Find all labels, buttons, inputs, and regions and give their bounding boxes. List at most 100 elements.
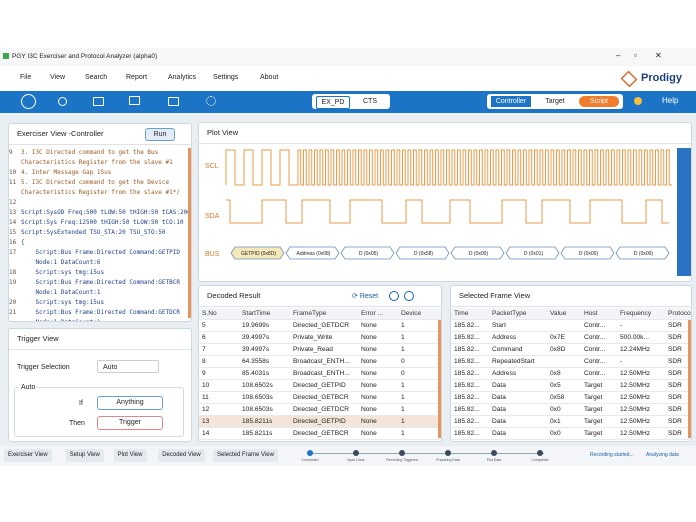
step-label: Connected (301, 458, 319, 462)
row[interactable]: 185.82... Data 0x58 Target 12.50MHz SDR (451, 391, 691, 404)
row[interactable]: 185.82... Data 0x0 Target 12.50MHz SDR (451, 403, 691, 416)
minimize[interactable]: – (616, 51, 621, 60)
frame-table: Time PacketType Value Host Frequency Protocol… (451, 308, 691, 440)
row[interactable]: 185.82... Address 0x8 Contr... 12.50MHz SDR (451, 367, 691, 380)
cell: Data (489, 379, 547, 392)
toolbar: EX_PD CTS Controller Target Script Help (0, 91, 696, 113)
menu-item[interactable]: About (260, 74, 279, 81)
menu-item[interactable]: Search (85, 74, 108, 81)
menu-item[interactable]: View (50, 74, 66, 81)
cell: Data (489, 427, 547, 440)
reset-button[interactable]: ⟳ Reset (352, 293, 379, 300)
folder-icon[interactable] (93, 97, 104, 106)
code-line: 13 Script:SysOD Freq:500 tLOW:50 tHIGH:50… (9, 208, 191, 218)
close[interactable]: ✕ (655, 51, 662, 60)
mode-button[interactable]: Script (579, 96, 619, 107)
line-number: 10 (9, 169, 17, 176)
bus-label: D (0x05) (359, 251, 379, 257)
sda-trace (226, 199, 669, 224)
row[interactable]: 5 19.9699s Directed_GETDCR None 1 (199, 319, 441, 332)
code-line: 12 (9, 198, 191, 208)
row[interactable]: 6 39.4997s Private_Write None 1 (199, 331, 441, 344)
cell: Contr... (581, 319, 617, 332)
scrollbar[interactable] (688, 320, 691, 438)
row[interactable]: 12 108.6503s Directed_GETDCR None 1 (199, 403, 441, 416)
maximize[interactable]: ▫ (634, 51, 637, 60)
bottom-tab[interactable]: Exerciser View (4, 449, 52, 462)
action-button[interactable]: Trigger (97, 416, 163, 430)
folder-icon[interactable] (168, 97, 179, 106)
row[interactable]: 185.82... Data 0x0 Target 12.50MHz SDR (451, 427, 691, 440)
code-line: 11 5. I3C Directed command to get the Dev… (9, 178, 191, 188)
status-bar: Exerciser View Setup View Plot View Decoded… (0, 446, 696, 466)
home-icon[interactable] (21, 94, 36, 109)
cell: Private_Read (290, 343, 358, 356)
scrollbar[interactable] (438, 320, 441, 438)
reset-label[interactable]: Reset (359, 293, 379, 300)
cell (547, 319, 581, 332)
mode-button[interactable]: Target (545, 98, 565, 105)
cell: 1 (398, 331, 441, 344)
bottom-tab[interactable]: Setup View (65, 449, 104, 462)
row[interactable]: 7 39.4997s Private_Read None 1 (199, 343, 441, 356)
cell: None (358, 427, 398, 440)
cell: SDR (665, 367, 691, 380)
row[interactable]: 13 185.8211s Directed_GETPID None 1 (199, 415, 441, 428)
cell: 12.24MHz (617, 343, 665, 356)
menu-item[interactable]: Analytics (168, 74, 197, 81)
tab-group (312, 94, 390, 109)
row[interactable]: 11 108.6503s Directed_GETBCR None 1 (199, 391, 441, 404)
next[interactable] (404, 291, 414, 301)
tab[interactable]: EX_PD (316, 96, 350, 109)
label: Then (69, 420, 85, 427)
column-header: Protocol (665, 308, 691, 320)
script-editor[interactable]: 9 3. I3C Directed command to get the Bus C… (9, 148, 191, 321)
scrollbar[interactable] (188, 148, 191, 318)
cell: 185.82... (451, 355, 489, 368)
mode-button[interactable]: Controller (491, 96, 531, 107)
cell: 64.3558s (239, 355, 290, 368)
row[interactable]: 185.82... Start Contr... - SDR (451, 319, 691, 332)
panel-title: Trigger View (9, 329, 191, 350)
settings-icon[interactable] (206, 96, 216, 106)
bus-segment (450, 246, 505, 260)
plot-tools[interactable] (677, 148, 691, 276)
cell: 12 (199, 403, 239, 416)
dropdown[interactable]: Auto (97, 360, 159, 373)
stop-icon[interactable] (58, 97, 67, 106)
plot-panel: Plot View SCL SDA BUS GETPID (0x8D) Address … (198, 122, 692, 282)
code-line: 14 Script:Sys Freq:12500 tHIGH:50 tLOW:50… (9, 218, 191, 228)
cell: 1 (398, 403, 441, 416)
help[interactable]: Help (662, 96, 679, 105)
run-button[interactable]: Run (145, 128, 175, 141)
row[interactable]: 185.82... RepeatedStart Contr... - SDR (451, 355, 691, 368)
tab[interactable]: CTS (363, 98, 377, 105)
row[interactable]: 9 85.4031s Broadcast_ENTH... None 0 (199, 367, 441, 380)
step-dot (537, 450, 543, 456)
cell: 9 (199, 367, 239, 380)
row[interactable]: 10 108.6502s Directed_GETPID None 1 (199, 379, 441, 392)
status-text: Recording started... (590, 452, 634, 458)
code-text: Script:Sys Freq:12500 tHIGH:50 tLOW:50 t… (21, 219, 184, 226)
prev[interactable] (389, 291, 399, 301)
bottom-tab[interactable]: Plot View (113, 449, 147, 462)
panel-title: Decoded Result (199, 286, 441, 307)
row[interactable]: 14 185.8211s Directed_GETBCR None 1 (199, 427, 441, 440)
menu-item[interactable]: File (20, 74, 32, 81)
row[interactable]: 185.82... Address 0x7E Contr... 500.00k... SD… (451, 331, 691, 344)
step-label: Recording Triggered (386, 458, 418, 462)
condition-button[interactable]: Anything (97, 396, 163, 410)
row[interactable]: 185.82... Command 0x8D Contr... 12.24MHz SDR (451, 343, 691, 356)
cell: None (358, 403, 398, 416)
row[interactable]: 185.82... Data 0x5 Target 12.50MHz SDR (451, 379, 691, 392)
row[interactable]: 185.82... Data 0x1 Target 12.50MHz SDR (451, 415, 691, 428)
row[interactable]: 8 64.3558s Broadcast_ENTH... None 0 (199, 355, 441, 368)
menu-item[interactable]: Report (126, 74, 148, 81)
bottom-tab[interactable]: Decoded View (158, 449, 205, 462)
monitor-icon[interactable] (129, 96, 140, 105)
code-line: Node:1 DataCount:6 (9, 258, 191, 268)
bottom-tab[interactable]: Selected Frame View (213, 449, 278, 462)
menu-item[interactable]: Settings (213, 74, 239, 81)
theme-icon[interactable] (634, 97, 642, 105)
